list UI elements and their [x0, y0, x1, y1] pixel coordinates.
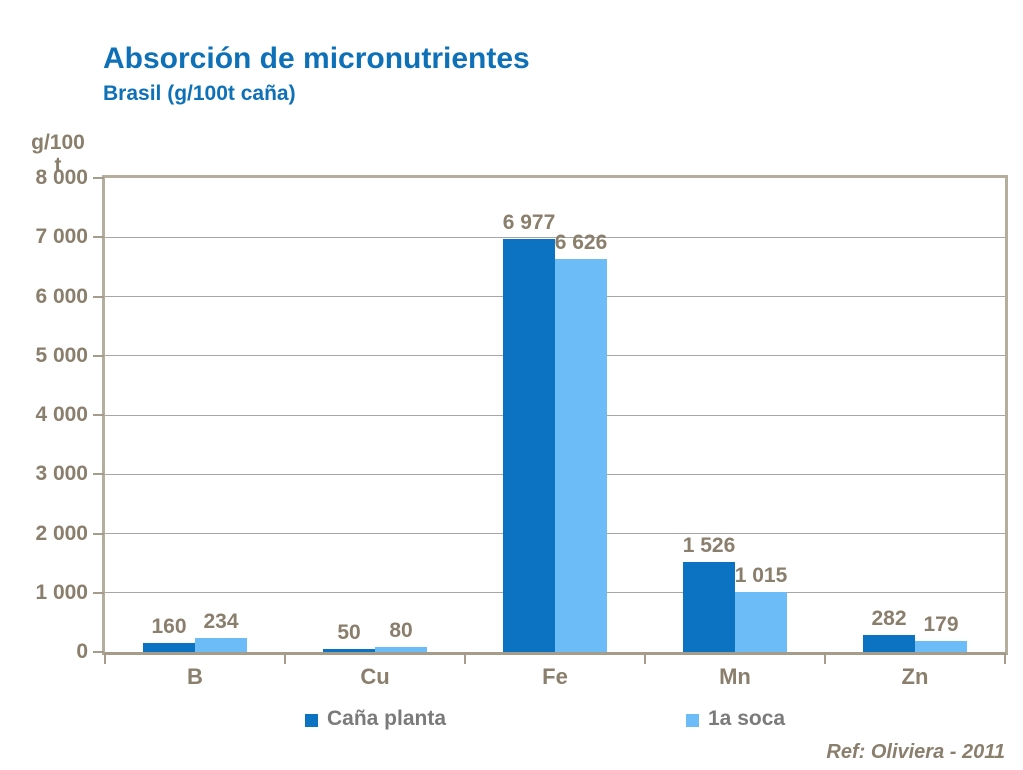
x-axis-tick [824, 655, 826, 664]
category-label-mn: Mn [719, 664, 751, 689]
bar-caña-planta-fe [503, 238, 555, 652]
y-axis-tick [93, 236, 104, 239]
y-tick-label: 3 000 [35, 462, 88, 486]
bar-1a-soca-fe [555, 259, 607, 652]
chart-title: Absorción de micronutrientes [103, 42, 530, 75]
bar-caña-planta-cu [323, 649, 375, 652]
x-axis-tick [644, 655, 646, 664]
bar-value-label: 160 [151, 614, 187, 638]
bar-1a-soca-cu [375, 647, 427, 652]
bar-value-label: 80 [389, 619, 413, 643]
x-axis-tick [284, 655, 286, 664]
y-tick-label: 4 000 [35, 403, 88, 426]
chart-subtitle: Brasil (g/100t caña) [103, 82, 296, 105]
y-tick-label: 7 000 [35, 225, 88, 249]
y-axis-unit-line1: g/100 [31, 131, 85, 154]
y-tick-label: 2 000 [35, 521, 88, 545]
bar-caña-planta-zn [863, 635, 915, 652]
bar-value-label: 234 [203, 610, 239, 634]
legend-label: 1a soca [708, 707, 786, 730]
y-axis-tick [93, 295, 104, 298]
bar-value-label: 6 977 [502, 210, 556, 234]
x-axis-tick [464, 655, 466, 664]
category-label-b: B [187, 664, 203, 689]
gridline [105, 236, 1005, 238]
bar-value-label: 282 [871, 607, 907, 631]
bar-1a-soca-b [195, 638, 247, 652]
y-axis-unit-line2: t [54, 154, 62, 177]
category-label-fe: Fe [542, 664, 568, 689]
x-axis-tick [104, 655, 106, 664]
y-tick-label: 0 [76, 640, 88, 663]
bar-caña-planta-b [143, 642, 195, 652]
bar-value-label: 1 015 [734, 563, 788, 587]
y-axis-tick [93, 354, 104, 357]
legend-swatch-light-blue [686, 714, 699, 727]
plot-area: 160 234 50 80 6 977 6 626 1 526 1 015 282 179 [102, 175, 1008, 655]
legend-label: Caña planta [327, 707, 447, 730]
bar-value-label: 1 526 [682, 533, 736, 557]
y-axis-unit-label: g/100 t [24, 131, 92, 177]
x-axis-tick [1004, 655, 1006, 664]
y-tick-label: 1 000 [35, 580, 88, 604]
y-axis-tick [93, 473, 104, 476]
bar-value-label: 50 [337, 621, 361, 645]
bar-value-label: 179 [923, 613, 959, 637]
category-label-cu: Cu [360, 664, 390, 689]
bar-1a-soca-mn [735, 591, 787, 652]
reference-text: Ref: Oliviera - 2011 [826, 741, 1005, 763]
legend-swatch-dark-blue [305, 714, 318, 727]
y-axis-tick [93, 651, 104, 653]
y-axis-tick [93, 414, 104, 416]
y-tick-label: 8 000 [35, 166, 88, 189]
y-axis-tick [93, 591, 104, 594]
y-tick-label: 6 000 [35, 284, 88, 308]
category-label-zn: Zn [901, 664, 929, 689]
bar-caña-planta-mn [683, 561, 735, 652]
y-axis-tick [93, 177, 104, 179]
bar-1a-soca-zn [915, 641, 967, 652]
bar-value-label: 6 626 [554, 231, 608, 255]
y-tick-label: 5 000 [35, 343, 88, 367]
y-axis-tick [93, 532, 104, 535]
